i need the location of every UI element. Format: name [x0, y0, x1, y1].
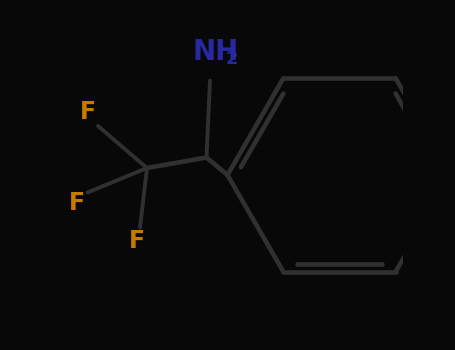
Text: F: F — [128, 230, 145, 253]
Text: F: F — [80, 100, 96, 124]
Text: 2: 2 — [226, 50, 238, 69]
Text: F: F — [69, 191, 85, 215]
Text: NH: NH — [192, 38, 239, 66]
